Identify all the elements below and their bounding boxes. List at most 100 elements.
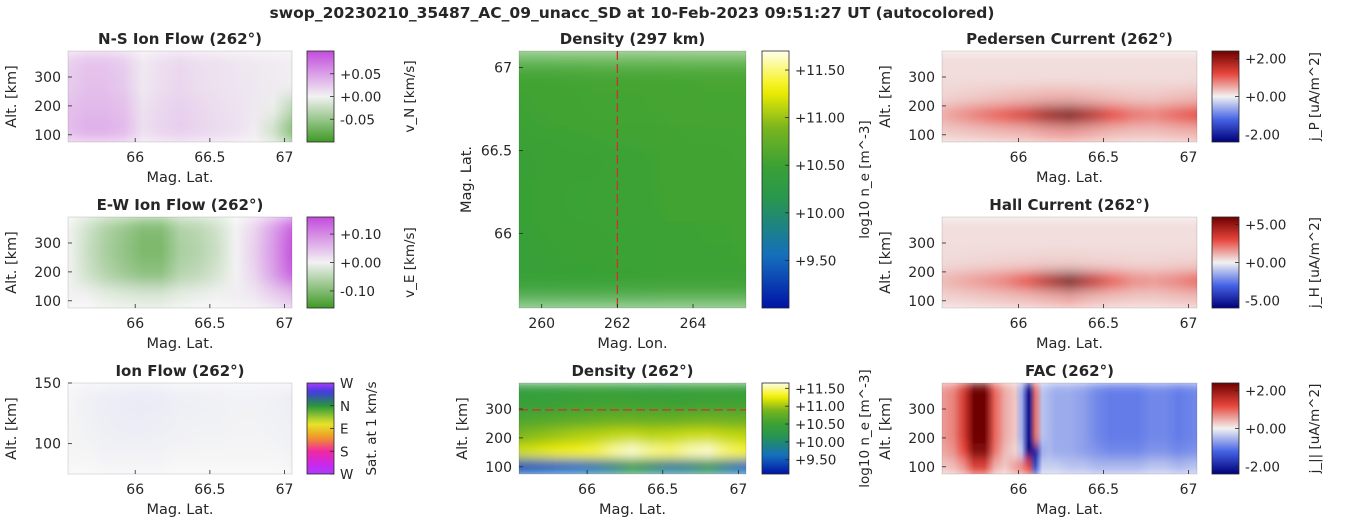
x-tick-label: 264 (680, 316, 707, 332)
axes-frame (518, 382, 747, 475)
fac-panel: FAC (262°) 66 66.5 67 100 200 300 Mag. Lat. Alt.… (878, 362, 1323, 518)
axes-frame (941, 216, 1198, 309)
y-tick-label: 200 (908, 265, 935, 281)
hall-heatmap (942, 217, 1197, 308)
colorbar-tick-label: +11.00 (795, 111, 845, 127)
heatmap-row (68, 383, 292, 414)
x-axis-label: Mag. Lat. (1036, 502, 1103, 518)
heatmap-row (68, 285, 292, 308)
axes-frame (941, 382, 1198, 475)
colorbar-tick-label: -2.00 (1245, 127, 1280, 143)
figure-title: swop_20230210_35487_AC_09_unacc_SD at 10… (270, 4, 995, 22)
fac-colorbar: +2.00 +0.00 -2.00 j_|| [uA/m^2] (1211, 382, 1323, 475)
y-tick-label: 200 (485, 431, 512, 447)
x-tick-label: 262 (604, 316, 631, 332)
colorbar-tick-label: +2.00 (1245, 384, 1286, 400)
y-tick-label: 66.5 (481, 143, 512, 159)
heatmap-row (519, 443, 746, 460)
density_profile-colorbar: +11.50 +11.00 +10.50 +10.00 +9.50 log10 n_e [… (761, 369, 873, 488)
colorbar-tick-label: +0.00 (1245, 90, 1286, 106)
y-tick-label: 300 (908, 70, 935, 86)
axes-frame (67, 50, 293, 143)
heatmap-row (942, 253, 1197, 273)
y-tick-label: 100 (485, 460, 512, 476)
x-tick-label: 67 (730, 482, 748, 498)
density_map-colorbar: +11.50 +11.00 +10.50 +10.00 +9.50 log10 n_e [… (761, 50, 873, 309)
x-axis-label: Mag. Lat. (146, 336, 213, 352)
y-tick-label: 300 (34, 70, 61, 86)
heatmap-row (942, 235, 1197, 254)
colorbar-tick-label: +11.50 (795, 63, 845, 79)
x-tick-label: 67 (276, 316, 294, 332)
colorbar-tick-label: +0.10 (340, 227, 381, 243)
y-tick-label: 150 (34, 376, 61, 392)
colorbar-tick-label: +9.50 (795, 253, 836, 269)
colorbar-label: j_H [uA/m^2] (1307, 217, 1323, 309)
density_profile-heatmap (519, 383, 746, 474)
colorbar-tick-label: +10.50 (795, 417, 845, 433)
x-tick-label: 66.5 (194, 150, 225, 166)
x-axis-label: Mag. Lat. (146, 502, 213, 518)
colorbar-label: j_P [uA/m^2] (1307, 52, 1323, 142)
pedersen-panel: Pedersen Current (262°) 66 66.5 67 100 200 300… (878, 30, 1323, 186)
colorbar-ramp (306, 382, 335, 475)
x-tick-label: 66.5 (1088, 316, 1119, 332)
fac-heatmap (942, 383, 1197, 474)
heatmap-row (942, 428, 1197, 445)
heatmap-row (68, 73, 292, 98)
y-tick-label: 100 (34, 128, 61, 144)
y-axis-label: Alt. [km] (4, 65, 20, 128)
colorbar-tick-label: N (340, 399, 350, 415)
x-axis-label: Mag. Lat. (599, 502, 666, 518)
y-tick-label: 67 (494, 61, 512, 77)
x-axis-label: Mag. Lat. (1036, 170, 1103, 186)
heatmap-row (519, 413, 746, 430)
colorbar-label: log10 n_e [m^-3] (857, 120, 873, 238)
heatmap-row (68, 217, 292, 241)
colorbar-tick-label: +10.50 (795, 158, 845, 174)
heatmap-row (68, 119, 292, 142)
heatmap-row (942, 443, 1197, 460)
colorbar-tick-label: W (340, 467, 353, 483)
colorbar-tick-label: +0.00 (1245, 422, 1286, 438)
heatmap-row (68, 443, 292, 474)
colorbar-ramp (1211, 50, 1240, 143)
colorbar-tick-label: E (340, 422, 349, 438)
panel-title: Pedersen Current (262°) (966, 30, 1173, 48)
y-axis-label: Alt. [km] (455, 397, 471, 460)
y-axis-label: Alt. [km] (4, 397, 20, 460)
axes-frame (67, 382, 293, 475)
heatmap-row (942, 383, 1197, 399)
ns_flow-panel: N-S Ion Flow (262°) 66 66.5 67 100 200 300 Mag.… (4, 30, 418, 186)
heatmap-row (68, 262, 292, 286)
colorbar-tick-label: +9.50 (795, 453, 836, 469)
pedersen-heatmap (942, 51, 1197, 142)
heatmap-row (519, 428, 746, 445)
ew_flow-colorbar: +0.10 +0.00 -0.10 v_E [km/s] (306, 216, 418, 309)
colorbar-tick-label: W (340, 376, 353, 392)
heatmap-row (942, 413, 1197, 430)
colorbar-tick-label: +2.00 (1245, 52, 1286, 68)
y-axis-label: Alt. [km] (878, 65, 894, 128)
x-tick-label: 66 (1010, 316, 1028, 332)
colorbar-tick-label: S (340, 444, 349, 460)
panel-title: E-W Ion Flow (262°) (97, 196, 264, 214)
ns_flow-colorbar: +0.05 +0.00 -0.05 v_N [km/s] (306, 50, 418, 143)
heatmap-row (519, 179, 746, 223)
heatmap-row (68, 239, 292, 264)
y-tick-label: 300 (908, 236, 935, 252)
x-tick-label: 66 (126, 150, 144, 166)
colorbar-tick-label: +11.50 (795, 381, 845, 397)
y-tick-label: 100 (908, 128, 935, 144)
heatmap-row (519, 222, 746, 266)
y-tick-label: 300 (908, 402, 935, 418)
y-tick-label: 66 (494, 226, 512, 242)
x-tick-label: 67 (276, 150, 294, 166)
colorbar-tick-label: +0.05 (340, 67, 381, 83)
y-tick-label: 300 (485, 402, 512, 418)
colorbar-tick-label: +0.00 (1245, 256, 1286, 272)
colorbar-tick-label: -2.00 (1245, 459, 1280, 475)
axes-frame (67, 216, 293, 309)
panel-title: FAC (262°) (1025, 362, 1114, 380)
